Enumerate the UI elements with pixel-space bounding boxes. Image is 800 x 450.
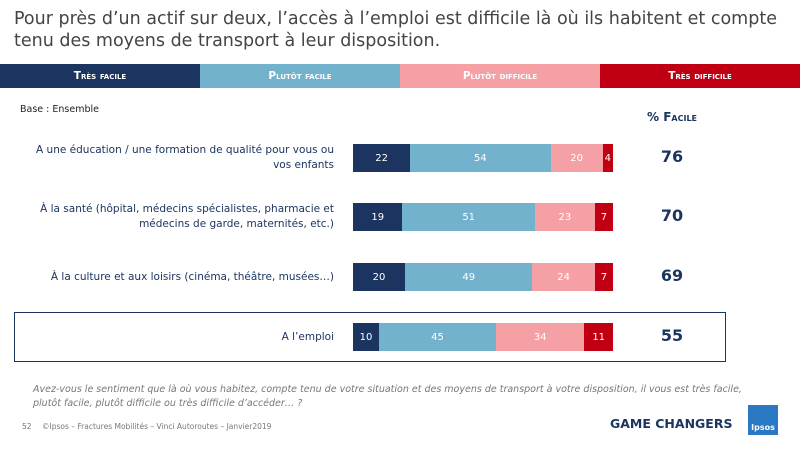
category-label: A l’emploi xyxy=(281,330,334,343)
bar-segment: 45 xyxy=(379,323,496,351)
legend-item: Très facile xyxy=(0,64,200,88)
total-value: 69 xyxy=(660,266,684,285)
bar-segment: 19 xyxy=(353,203,403,231)
value-label: 23 xyxy=(558,211,572,223)
bar-segment: 51 xyxy=(402,203,535,231)
question: Avez-vous le sentiment que là où vous ha… xyxy=(33,384,742,409)
bar-segment: 54 xyxy=(410,144,551,172)
total-value: 76 xyxy=(660,147,684,166)
tagline: GAME CHANGERS xyxy=(610,416,733,431)
value-label: 51 xyxy=(462,211,476,223)
value-label: 20 xyxy=(570,152,583,164)
page-number: 52 xyxy=(22,422,32,431)
bar-segment: 24 xyxy=(532,263,595,291)
value-label: 22 xyxy=(375,152,388,164)
category-label: À la culture et aux loisirs (cinéma, thé… xyxy=(50,270,334,283)
value-label: 4 xyxy=(604,152,611,164)
legend-item: Plutôt facile xyxy=(200,64,400,88)
category-label: A une éducation / une formation de quali… xyxy=(36,144,334,171)
value-label: 54 xyxy=(474,152,487,164)
value-label: 7 xyxy=(600,211,608,223)
bar-segment: 20 xyxy=(353,263,405,291)
bar-segment: 22 xyxy=(353,144,411,172)
value-label: 10 xyxy=(359,331,373,343)
bar-segment: 23 xyxy=(535,203,595,231)
bar-segment: 10 xyxy=(353,323,379,351)
value-label: 49 xyxy=(462,271,476,283)
total-header: % Facile xyxy=(647,110,697,124)
bar-segment: 7 xyxy=(594,203,613,231)
bar-segment: 20 xyxy=(550,144,603,172)
total-value: 55 xyxy=(660,326,684,345)
value-label: 7 xyxy=(600,271,608,283)
total-value: 70 xyxy=(660,206,684,225)
title: Pour près d’un actif sur deux, l’accès à… xyxy=(14,9,777,51)
legend-item: Plutôt difficile xyxy=(400,64,600,88)
highlight-box xyxy=(14,312,726,362)
value-label: 45 xyxy=(431,331,444,343)
bar-segment: 11 xyxy=(584,323,613,351)
value-label: 20 xyxy=(372,271,386,283)
subtitle: Base : Ensemble xyxy=(20,104,99,115)
legend-item: Très difficile xyxy=(600,64,800,88)
value-label: 19 xyxy=(371,211,385,223)
category-label: À la santé (hôpital, médecins spécialist… xyxy=(40,203,334,230)
footer: ©Ipsos – Fractures Mobilités – Vinci Aut… xyxy=(42,422,272,431)
logo: Ipsos xyxy=(748,405,778,435)
value-label: 11 xyxy=(592,331,606,343)
bar-segment: 4 xyxy=(602,144,613,172)
bar-segment: 34 xyxy=(496,323,585,351)
value-label: 34 xyxy=(533,331,547,343)
value-label: 24 xyxy=(557,271,570,283)
bar-segment: 7 xyxy=(594,263,613,291)
bar-segment: 49 xyxy=(405,263,533,291)
